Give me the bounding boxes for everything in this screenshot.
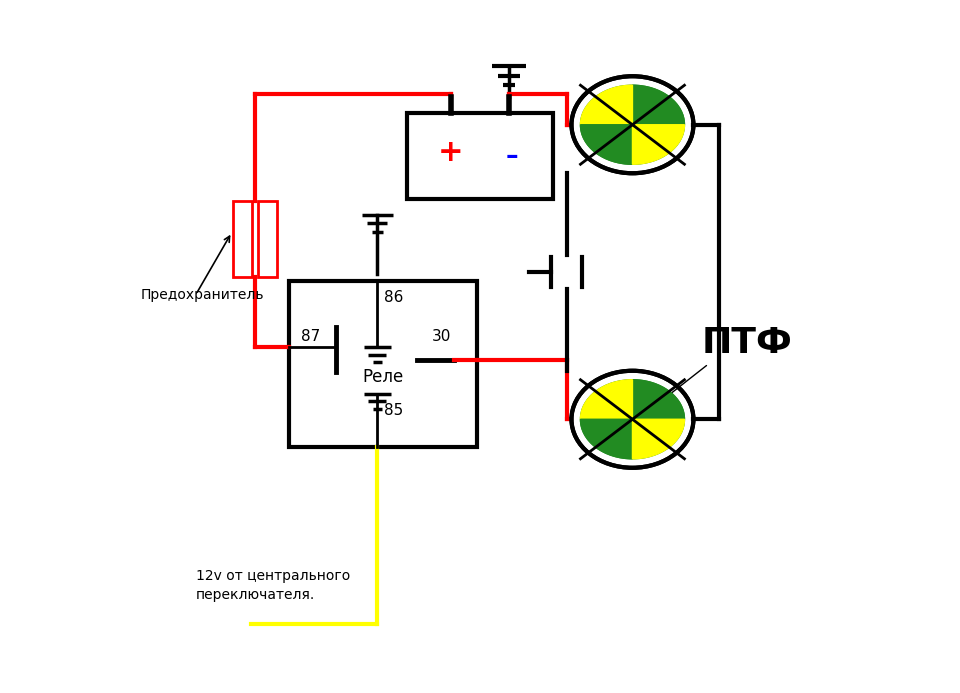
Ellipse shape (581, 380, 684, 459)
Text: 87: 87 (300, 329, 320, 344)
Polygon shape (581, 419, 633, 459)
Text: 30: 30 (432, 328, 451, 344)
Polygon shape (633, 85, 684, 125)
Bar (232, 201, 252, 277)
Text: ПТФ: ПТФ (702, 326, 793, 360)
Text: +: + (438, 138, 464, 167)
Ellipse shape (581, 85, 684, 164)
Bar (289, 281, 476, 447)
Polygon shape (633, 125, 684, 164)
Text: Реле: Реле (362, 368, 403, 386)
Bar (257, 201, 276, 277)
Text: 12v от центрального
переключателя.: 12v от центрального переключателя. (196, 569, 350, 602)
Polygon shape (633, 380, 684, 419)
Bar (407, 112, 553, 200)
Polygon shape (581, 380, 633, 419)
Text: –: – (506, 144, 518, 168)
Polygon shape (581, 85, 633, 125)
Text: Предохранитель: Предохранитель (140, 288, 264, 301)
Polygon shape (581, 125, 633, 164)
Text: 86: 86 (384, 290, 403, 305)
Polygon shape (633, 419, 684, 459)
Text: 85: 85 (384, 403, 403, 418)
